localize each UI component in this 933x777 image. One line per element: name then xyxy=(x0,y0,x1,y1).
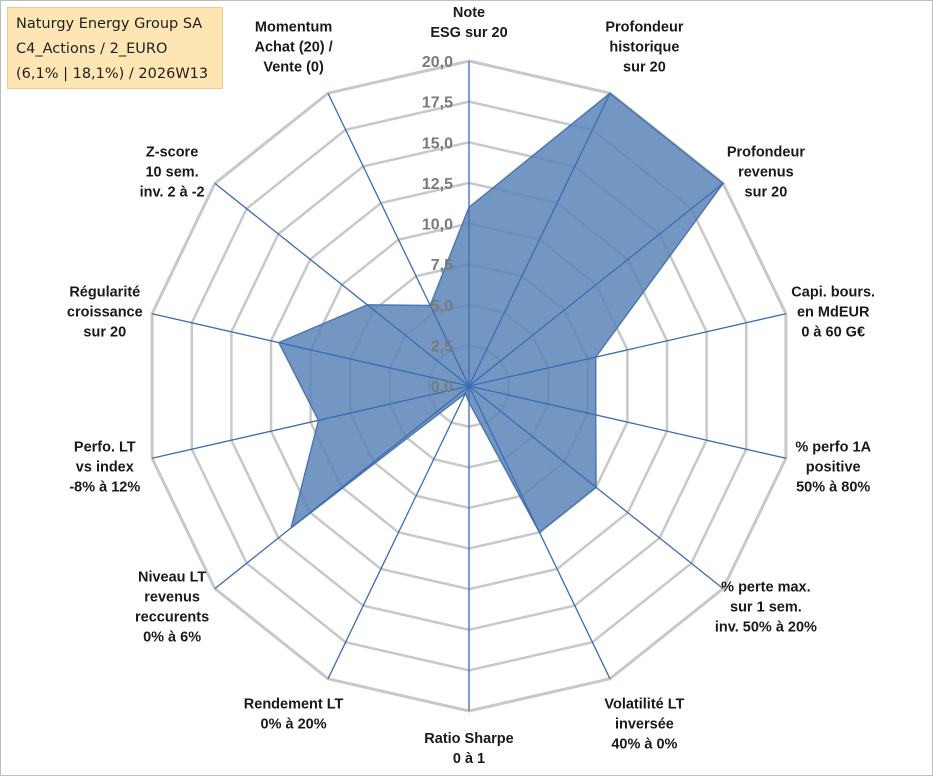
axis-label-line: 10 sem. xyxy=(145,164,198,180)
tick-label: 12,5 xyxy=(422,176,453,193)
axis-spoke xyxy=(151,385,470,459)
axis-label-line: ESG sur 20 xyxy=(430,25,507,41)
axis-label-line: Ratio Sharpe xyxy=(424,731,513,747)
tick-label: 5,0 xyxy=(431,298,453,315)
axis-label: Perfo. LT vs index -8% à 12% xyxy=(69,440,140,496)
axis-label-line: Volatilité LT xyxy=(604,696,684,712)
tick-label: 15,0 xyxy=(422,135,453,152)
axis-spoke xyxy=(151,313,470,387)
tick-label: 20,0 xyxy=(422,54,453,71)
info-period: (6,1% | 18,1%) / 2026W13 xyxy=(16,66,209,82)
axis-label-line: sur 1 sem. xyxy=(730,600,802,616)
axis-label-line: positive xyxy=(806,460,861,476)
axis-label: Profondeur historique sur 20 xyxy=(605,20,683,76)
axis-label-line: Vente (0) xyxy=(263,60,324,76)
axis-spoke xyxy=(468,92,611,387)
info-company-name: Naturgy Energy Group SA xyxy=(16,16,203,32)
tick-label: 2,5 xyxy=(431,338,453,355)
axis-label: Ratio Sharpe 0 à 1 xyxy=(424,731,513,767)
axis-label-line: Momentum xyxy=(255,20,332,36)
axis-label-line: Régularité xyxy=(69,284,140,300)
tick-label: 10,0 xyxy=(422,217,453,234)
axis-label-line: inversée xyxy=(615,716,674,732)
axis-label-line: 0 à 60 G€ xyxy=(801,324,865,340)
axis-spoke xyxy=(468,385,611,680)
axis-label-line: reccurents xyxy=(135,610,209,626)
axis-label-line: Niveau LT xyxy=(138,570,206,586)
axis-label-line: sur 20 xyxy=(83,324,126,340)
axis-spokes xyxy=(151,61,787,711)
axis-label-line: Z-score xyxy=(146,144,198,160)
axis-label-line: sur 20 xyxy=(745,184,788,200)
axis-label: Niveau LT revenus reccurents 0% à 6% xyxy=(135,570,209,646)
axis-label: % perte max. sur 1 sem. inv. 50% à 20% xyxy=(715,580,817,636)
axis-label-line: vs index xyxy=(76,460,134,476)
axis-label-line: 0 à 1 xyxy=(453,751,485,767)
radial-tick-labels: 0,0 2,5 5,0 7,5 10,0 12,5 15,0 17,5 20,0 xyxy=(422,54,453,396)
tick-label: 7,5 xyxy=(431,257,453,274)
info-box: Naturgy Energy Group SA C4_Actions / 2_E… xyxy=(7,7,223,89)
axis-label: Note ESG sur 20 xyxy=(430,5,507,41)
axis-spoke xyxy=(468,385,787,459)
axis-label-line: Profondeur xyxy=(727,144,805,160)
tick-label: 17,5 xyxy=(422,95,453,112)
axis-label-line: Perfo. LT xyxy=(74,440,136,456)
axis-label: Profondeur revenus sur 20 xyxy=(727,144,805,200)
axis-spoke xyxy=(214,182,470,387)
axis-label-line: Rendement LT xyxy=(244,696,344,712)
axis-label: Rendement LT 0% à 20% xyxy=(244,696,344,732)
axis-label: Capi. bours. en MdEUR 0 à 60 G€ xyxy=(791,284,875,340)
axis-label-line: inv. 2 à -2 xyxy=(140,184,205,200)
axis-label-line: Achat (20) / xyxy=(255,40,333,56)
axis-label: Momentum Achat (20) / Vente (0) xyxy=(255,20,333,76)
info-category: C4_Actions / 2_EURO xyxy=(16,41,168,57)
axis-label: Z-score 10 sem. inv. 2 à -2 xyxy=(140,144,205,200)
axis-label: % perfo 1A positive 50% à 80% xyxy=(795,440,871,496)
axis-label-line: Profondeur xyxy=(605,20,683,36)
axis-spoke xyxy=(327,385,470,680)
axis-spoke xyxy=(468,182,724,387)
axis-label-line: 40% à 0% xyxy=(611,736,677,752)
axis-spoke xyxy=(327,92,470,387)
axis-label-line: % perte max. xyxy=(721,580,810,596)
axis-label-line: % perfo 1A xyxy=(795,440,871,456)
axis-label-line: 0% à 6% xyxy=(143,630,201,646)
axis-label-line: 0% à 20% xyxy=(261,716,327,732)
axis-label-line: -8% à 12% xyxy=(69,480,140,496)
axis-label-line: Note xyxy=(453,5,485,21)
axis-label-line: Capi. bours. xyxy=(791,284,875,300)
axis-label-line: inv. 50% à 20% xyxy=(715,620,817,636)
axis-label-line: revenus xyxy=(144,590,200,606)
axis-label-line: historique xyxy=(609,40,679,56)
axis-label-line: 50% à 80% xyxy=(796,480,870,496)
axis-label: Volatilité LT inversée 40% à 0% xyxy=(604,696,684,752)
axis-label-line: revenus xyxy=(738,164,794,180)
axis-spoke xyxy=(468,313,787,387)
axis-labels: Note ESG sur 20 Profondeur historique sur 20… xyxy=(67,5,875,767)
data-series xyxy=(277,92,725,534)
data-area xyxy=(277,92,725,534)
axis-label-line: sur 20 xyxy=(623,60,666,76)
axis-label-line: en MdEUR xyxy=(797,304,870,320)
axis-spoke xyxy=(214,385,470,590)
tick-label: 0,0 xyxy=(431,379,453,396)
axis-label-line: croissance xyxy=(67,304,143,320)
axis-label: Régularité croissance sur 20 xyxy=(67,284,143,340)
axis-spoke xyxy=(468,385,724,590)
